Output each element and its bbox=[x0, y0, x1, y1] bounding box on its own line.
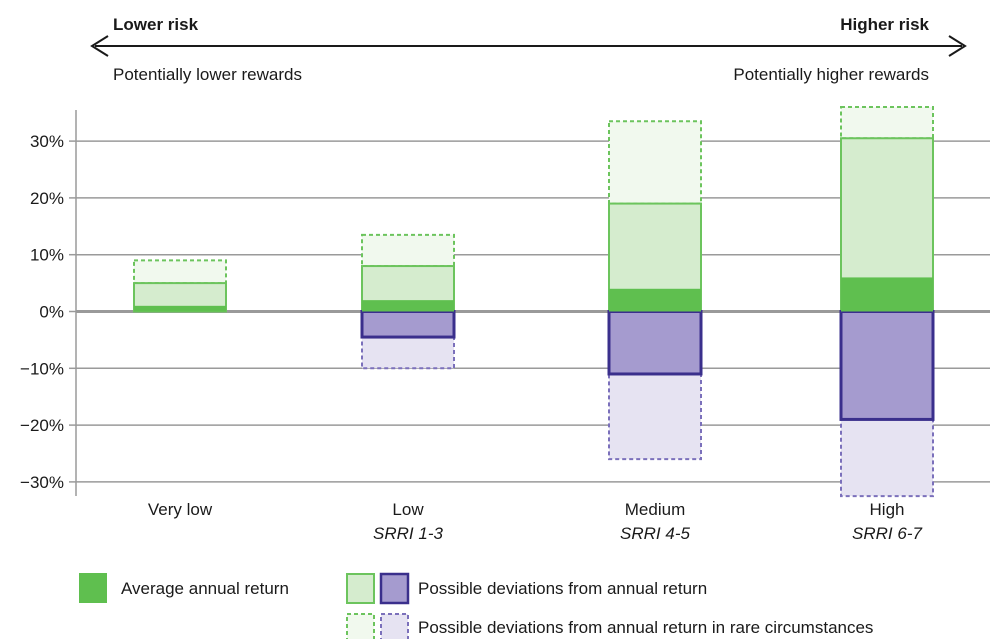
negative-deviation-bar bbox=[839, 310, 935, 421]
x-category-label: Low bbox=[392, 500, 424, 519]
legend-rare-green-swatch bbox=[346, 613, 375, 639]
y-tick-label: −10% bbox=[20, 359, 64, 378]
gridlines bbox=[69, 140, 990, 483]
legend-deviation-green-swatch bbox=[346, 573, 375, 604]
x-category-label: Medium bbox=[625, 500, 685, 519]
x-category-label: Very low bbox=[148, 500, 213, 519]
risk-arrow bbox=[90, 35, 967, 57]
bars bbox=[133, 106, 935, 498]
higher-risk-label: Higher risk bbox=[840, 15, 929, 34]
average-return-bar bbox=[362, 300, 454, 312]
average-return-bar bbox=[609, 288, 701, 312]
legend-rare-label: Possible deviations from annual return i… bbox=[418, 618, 873, 637]
higher-rewards-label: Potentially higher rewards bbox=[733, 65, 929, 84]
rare-negative-deviation-bar bbox=[608, 372, 702, 461]
x-axis-category-labels: Very low Low SRRI 1-3 Medium SRRI 4-5 High SRR… bbox=[148, 500, 923, 543]
rare-positive-deviation-bar bbox=[840, 106, 934, 140]
negative-deviation-bar bbox=[607, 310, 703, 376]
average-return-bar bbox=[134, 305, 226, 312]
rare-negative-deviation-bar bbox=[361, 336, 455, 370]
rare-positive-deviation-bar bbox=[608, 120, 702, 205]
y-tick-label: 20% bbox=[30, 189, 64, 208]
y-tick-label: −30% bbox=[20, 473, 64, 492]
rare-negative-deviation-bar bbox=[840, 418, 934, 498]
legend-deviation-label: Possible deviations from annual return bbox=[418, 579, 707, 598]
y-tick-label: 30% bbox=[30, 132, 64, 151]
legend-average-swatch bbox=[79, 573, 107, 603]
x-category-label: High bbox=[870, 500, 905, 519]
x-subcategory-label: SRRI 6-7 bbox=[852, 524, 922, 543]
lower-risk-label: Lower risk bbox=[113, 15, 199, 34]
negative-deviation-bar bbox=[360, 310, 456, 339]
average-return-bar bbox=[841, 277, 933, 312]
lower-rewards-label: Potentially lower rewards bbox=[113, 65, 302, 84]
y-tick-label: 10% bbox=[30, 246, 64, 265]
y-axis-tick-labels: 30% 20% 10% 0% −10% −20% −30% bbox=[20, 132, 64, 492]
rare-positive-deviation-bar bbox=[361, 233, 455, 268]
x-subcategory-label: SRRI 1-3 bbox=[373, 524, 443, 543]
legend-deviation-purple-swatch bbox=[379, 572, 410, 605]
legend-rare-purple-swatch bbox=[380, 613, 409, 639]
rare-positive-deviation-bar bbox=[133, 259, 227, 285]
y-tick-label: 0% bbox=[39, 303, 64, 322]
legend: Average annual return Possible deviation… bbox=[79, 572, 873, 639]
y-tick-label: −20% bbox=[20, 416, 64, 435]
x-subcategory-label: SRRI 4-5 bbox=[620, 524, 690, 543]
legend-average-label: Average annual return bbox=[121, 579, 289, 598]
